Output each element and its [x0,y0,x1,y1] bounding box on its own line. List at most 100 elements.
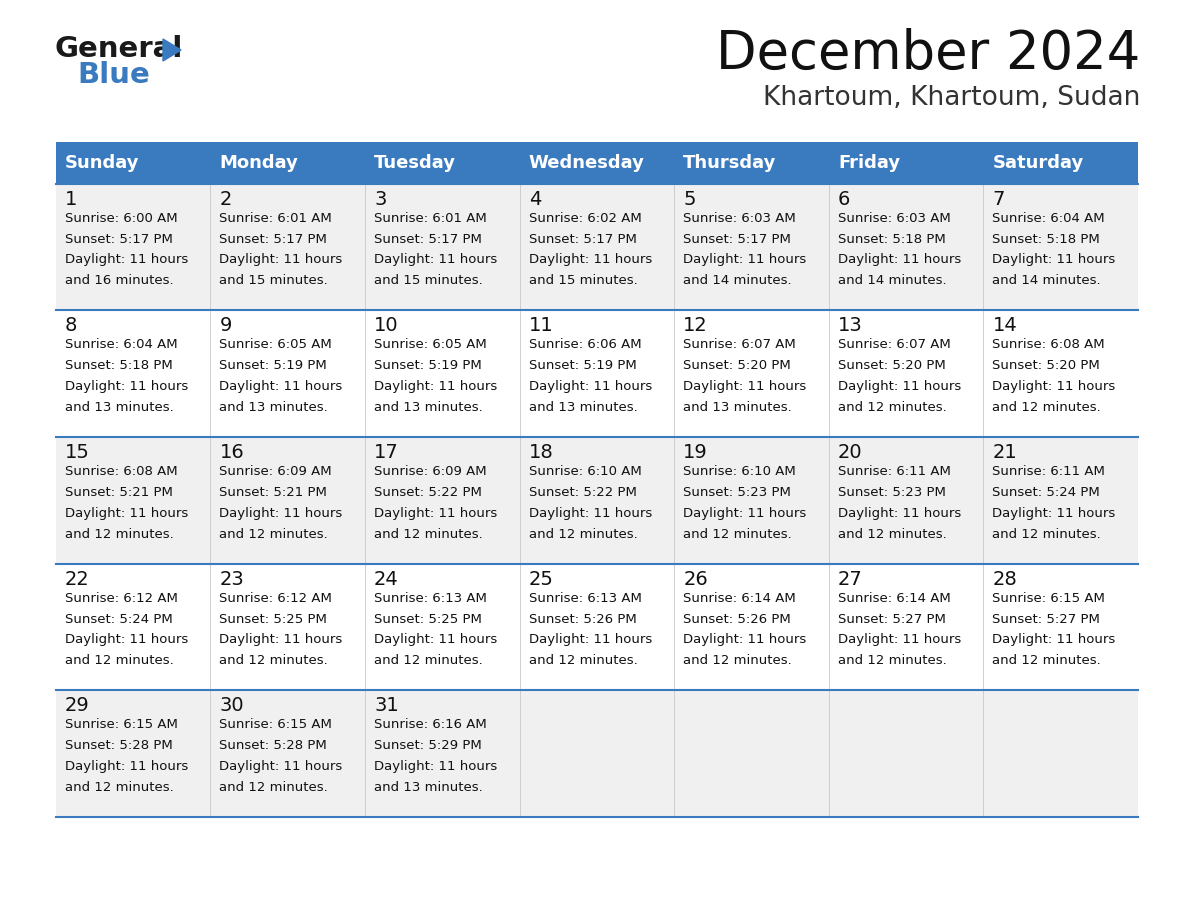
Text: and 13 minutes.: and 13 minutes. [220,401,328,414]
Text: Sunrise: 6:08 AM: Sunrise: 6:08 AM [65,465,177,478]
Text: and 12 minutes.: and 12 minutes. [220,655,328,667]
Text: 26: 26 [683,570,708,588]
Text: Sunset: 5:28 PM: Sunset: 5:28 PM [65,739,172,752]
Bar [829,142,984,184]
Text: and 15 minutes.: and 15 minutes. [374,274,482,287]
Text: and 15 minutes.: and 15 minutes. [529,274,638,287]
Text: 8: 8 [65,317,77,335]
Text: and 12 minutes.: and 12 minutes. [220,528,328,541]
Text: 29: 29 [65,697,89,715]
Text: Daylight: 11 hours: Daylight: 11 hours [65,633,188,646]
Text: Daylight: 11 hours: Daylight: 11 hours [65,380,188,393]
Text: and 12 minutes.: and 12 minutes. [220,781,328,794]
Text: Sunrise: 6:13 AM: Sunrise: 6:13 AM [374,592,487,605]
Text: Sunset: 5:21 PM: Sunset: 5:21 PM [220,486,328,498]
Text: 31: 31 [374,697,399,715]
Text: 28: 28 [992,570,1017,588]
Text: Daylight: 11 hours: Daylight: 11 hours [529,633,652,646]
Text: Sunset: 5:27 PM: Sunset: 5:27 PM [992,612,1100,625]
Text: Daylight: 11 hours: Daylight: 11 hours [220,253,342,266]
Text: Sunset: 5:26 PM: Sunset: 5:26 PM [683,612,791,625]
Text: 12: 12 [683,317,708,335]
Text: and 12 minutes.: and 12 minutes. [65,781,173,794]
Text: Daylight: 11 hours: Daylight: 11 hours [220,633,342,646]
Text: Saturday: Saturday [992,154,1083,172]
Text: Sunset: 5:17 PM: Sunset: 5:17 PM [65,232,172,245]
Bar [984,142,1138,184]
Text: Friday: Friday [838,154,901,172]
Text: Daylight: 11 hours: Daylight: 11 hours [992,633,1116,646]
Text: 15: 15 [65,443,90,462]
Text: and 13 minutes.: and 13 minutes. [374,781,482,794]
Text: Thursday: Thursday [683,154,777,172]
Text: Daylight: 11 hours: Daylight: 11 hours [374,507,498,520]
Text: 10: 10 [374,317,399,335]
Text: Sunset: 5:19 PM: Sunset: 5:19 PM [374,359,482,372]
Text: Sunrise: 6:11 AM: Sunrise: 6:11 AM [992,465,1105,478]
Text: 5: 5 [683,190,696,208]
Text: and 12 minutes.: and 12 minutes. [65,655,173,667]
Text: and 12 minutes.: and 12 minutes. [65,528,173,541]
Text: Sunrise: 6:00 AM: Sunrise: 6:00 AM [65,212,177,225]
Text: Sunset: 5:23 PM: Sunset: 5:23 PM [838,486,946,498]
Bar [56,310,1138,437]
Bar [365,142,519,184]
Text: Sunrise: 6:13 AM: Sunrise: 6:13 AM [529,592,642,605]
Text: Sunset: 5:29 PM: Sunset: 5:29 PM [374,739,482,752]
Bar [210,142,365,184]
Text: Sunrise: 6:03 AM: Sunrise: 6:03 AM [683,212,796,225]
Text: 1: 1 [65,190,77,208]
Text: and 13 minutes.: and 13 minutes. [683,401,792,414]
Text: Sunset: 5:25 PM: Sunset: 5:25 PM [220,612,328,625]
Text: 19: 19 [683,443,708,462]
Text: Sunset: 5:20 PM: Sunset: 5:20 PM [838,359,946,372]
Text: and 12 minutes.: and 12 minutes. [838,655,947,667]
Text: Sunrise: 6:14 AM: Sunrise: 6:14 AM [838,592,950,605]
Text: Sunset: 5:26 PM: Sunset: 5:26 PM [529,612,637,625]
Text: Sunset: 5:24 PM: Sunset: 5:24 PM [992,486,1100,498]
Text: Sunrise: 6:05 AM: Sunrise: 6:05 AM [220,339,333,352]
Text: Sunset: 5:17 PM: Sunset: 5:17 PM [529,232,637,245]
Text: Daylight: 11 hours: Daylight: 11 hours [992,380,1116,393]
Text: Sunrise: 6:14 AM: Sunrise: 6:14 AM [683,592,796,605]
Bar [56,184,1138,310]
Text: Monday: Monday [220,154,298,172]
Text: Sunrise: 6:09 AM: Sunrise: 6:09 AM [220,465,333,478]
Text: Sunrise: 6:05 AM: Sunrise: 6:05 AM [374,339,487,352]
Polygon shape [163,39,181,61]
Text: and 12 minutes.: and 12 minutes. [683,655,792,667]
Text: 9: 9 [220,317,232,335]
Text: and 13 minutes.: and 13 minutes. [529,401,638,414]
Text: and 15 minutes.: and 15 minutes. [220,274,328,287]
Text: Sunset: 5:22 PM: Sunset: 5:22 PM [374,486,482,498]
Text: Daylight: 11 hours: Daylight: 11 hours [220,760,342,773]
Text: 23: 23 [220,570,245,588]
Text: Sunset: 5:22 PM: Sunset: 5:22 PM [529,486,637,498]
Text: Daylight: 11 hours: Daylight: 11 hours [683,507,807,520]
Text: Daylight: 11 hours: Daylight: 11 hours [374,253,498,266]
Text: Wednesday: Wednesday [529,154,645,172]
Text: Blue: Blue [77,61,150,89]
Text: Sunrise: 6:10 AM: Sunrise: 6:10 AM [529,465,642,478]
Text: Sunrise: 6:04 AM: Sunrise: 6:04 AM [65,339,177,352]
Text: Khartoum, Khartoum, Sudan: Khartoum, Khartoum, Sudan [763,85,1140,111]
Text: Tuesday: Tuesday [374,154,456,172]
Text: Sunrise: 6:04 AM: Sunrise: 6:04 AM [992,212,1105,225]
Text: and 16 minutes.: and 16 minutes. [65,274,173,287]
Text: Sunset: 5:18 PM: Sunset: 5:18 PM [838,232,946,245]
Text: General: General [55,35,183,63]
Text: and 12 minutes.: and 12 minutes. [529,655,638,667]
Text: and 12 minutes.: and 12 minutes. [374,528,482,541]
Text: Daylight: 11 hours: Daylight: 11 hours [683,633,807,646]
Text: 17: 17 [374,443,399,462]
Bar [56,437,1138,564]
Text: Sunrise: 6:01 AM: Sunrise: 6:01 AM [220,212,333,225]
Bar [56,564,1138,690]
Text: Sunrise: 6:02 AM: Sunrise: 6:02 AM [529,212,642,225]
Text: and 12 minutes.: and 12 minutes. [838,528,947,541]
Text: Sunset: 5:21 PM: Sunset: 5:21 PM [65,486,172,498]
Text: and 12 minutes.: and 12 minutes. [992,655,1101,667]
Text: 25: 25 [529,570,554,588]
Text: Daylight: 11 hours: Daylight: 11 hours [529,253,652,266]
Text: Daylight: 11 hours: Daylight: 11 hours [220,380,342,393]
